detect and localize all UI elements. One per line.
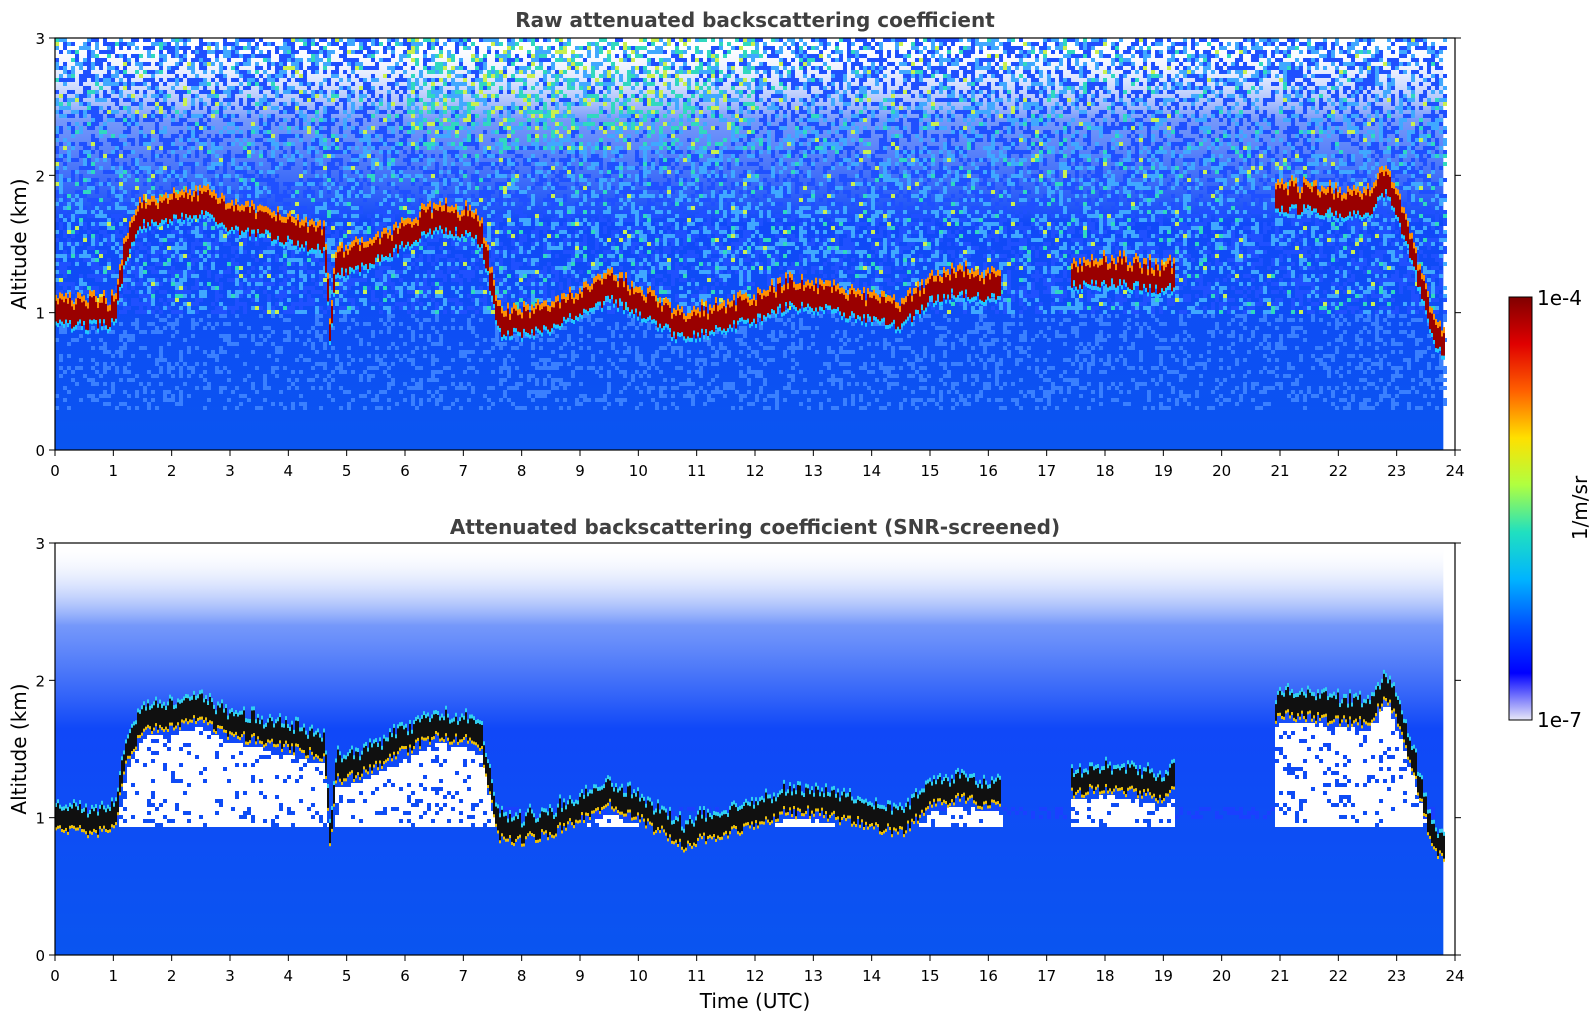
aerosol-layer bbox=[55, 543, 1444, 955]
x-tick-label: 17 bbox=[1037, 462, 1056, 480]
x-tick-label: 19 bbox=[1154, 967, 1173, 985]
x-tick-label: 2 bbox=[167, 462, 177, 480]
x-tick-label: 10 bbox=[629, 462, 648, 480]
x-tick-label: 8 bbox=[517, 967, 527, 985]
x-tick-label: 21 bbox=[1270, 462, 1289, 480]
cloud-layer bbox=[55, 165, 1445, 360]
x-tick-label: 3 bbox=[225, 967, 235, 985]
x-tick-label: 5 bbox=[342, 462, 352, 480]
raw-heatmap bbox=[55, 38, 1447, 450]
y-tick-label: 3 bbox=[35, 30, 45, 48]
x-tick-label: 23 bbox=[1387, 462, 1406, 480]
x-tick-label: 22 bbox=[1329, 967, 1348, 985]
x-tick-label: 10 bbox=[629, 967, 648, 985]
x-tick-label: 9 bbox=[575, 967, 585, 985]
x-tick-label: 16 bbox=[979, 967, 998, 985]
y-tick-label: 3 bbox=[35, 535, 45, 553]
y-tick-label: 1 bbox=[35, 305, 45, 323]
snr-y-axis-label: Altitude (km) bbox=[7, 683, 31, 814]
snr-panel: Attenuated backscattering coefficient (S… bbox=[7, 515, 1465, 1013]
screened-field bbox=[55, 707, 1435, 827]
x-tick-label: 24 bbox=[1445, 967, 1464, 985]
x-tick-label: 12 bbox=[745, 967, 764, 985]
y-tick-label: 0 bbox=[35, 947, 45, 965]
snr-heatmap bbox=[55, 543, 1445, 955]
colorbar-unit-label: 1/m/sr bbox=[1568, 475, 1592, 540]
x-tick-label: 12 bbox=[745, 462, 764, 480]
x-tick-label: 0 bbox=[50, 967, 60, 985]
x-tick-label: 11 bbox=[687, 967, 706, 985]
x-tick-label: 15 bbox=[920, 462, 939, 480]
x-tick-label: 13 bbox=[804, 462, 823, 480]
y-tick-label: 2 bbox=[35, 672, 45, 690]
y-tick-label: 0 bbox=[35, 442, 45, 460]
x-tick-label: 14 bbox=[862, 967, 881, 985]
colorbar-min-label: 1e-7 bbox=[1537, 708, 1582, 732]
x-tick-label: 4 bbox=[284, 967, 294, 985]
x-tick-label: 15 bbox=[920, 967, 939, 985]
y-tick-label: 1 bbox=[35, 810, 45, 828]
x-tick-label: 16 bbox=[979, 462, 998, 480]
snr-panel-title: Attenuated backscattering coefficient (S… bbox=[450, 515, 1060, 539]
x-tick-label: 3 bbox=[225, 462, 235, 480]
snr-x-axis: 0 1 2 3 4 5 6 7 8 9 10 11 12 13 14 15 16 17 18 19 20 21 22 23 24 bbox=[50, 955, 1465, 985]
x-tick-label: 6 bbox=[400, 967, 410, 985]
x-tick-label: 0 bbox=[50, 462, 60, 480]
x-tick-label: 18 bbox=[1095, 462, 1114, 480]
x-tick-label: 2 bbox=[167, 967, 177, 985]
raw-y-axis-label: Altitude (km) bbox=[7, 178, 31, 309]
x-tick-label: 20 bbox=[1212, 462, 1231, 480]
x-tick-label: 21 bbox=[1270, 967, 1289, 985]
x-tick-label: 7 bbox=[459, 967, 469, 985]
x-tick-label: 14 bbox=[862, 462, 881, 480]
cloud-layer bbox=[55, 669, 1445, 862]
x-tick-label: 19 bbox=[1154, 462, 1173, 480]
x-tick-label: 11 bbox=[687, 462, 706, 480]
x-tick-label: 6 bbox=[400, 462, 410, 480]
colorbar: 1e-4 1e-7 1/m/sr bbox=[1508, 286, 1592, 732]
x-tick-label: 1 bbox=[109, 967, 119, 985]
x-tick-label: 13 bbox=[804, 967, 823, 985]
raw-x-axis: 0 1 2 3 4 5 6 7 8 9 10 11 12 13 14 15 16 17 18 19 20 21 22 23 24 bbox=[50, 450, 1465, 480]
x-tick-label: 22 bbox=[1329, 462, 1348, 480]
raw-panel-title: Raw attenuated backscattering coefficien… bbox=[515, 8, 995, 32]
raw-y-axis: 0 1 2 3 bbox=[35, 30, 1461, 460]
x-tick-label: 9 bbox=[575, 462, 585, 480]
x-tick-label: 24 bbox=[1445, 462, 1464, 480]
x-tick-label: 18 bbox=[1095, 967, 1114, 985]
x-tick-label: 1 bbox=[109, 462, 119, 480]
snr-y-axis: 0 1 2 3 bbox=[35, 535, 1461, 965]
x-tick-label: 4 bbox=[284, 462, 294, 480]
colorbar-scale bbox=[1508, 296, 1533, 721]
x-tick-label: 20 bbox=[1212, 967, 1231, 985]
y-tick-label: 2 bbox=[35, 167, 45, 185]
x-tick-label: 23 bbox=[1387, 967, 1406, 985]
x-tick-label: 5 bbox=[342, 967, 352, 985]
x-tick-label: 7 bbox=[459, 462, 469, 480]
raw-panel: Raw attenuated backscattering coefficien… bbox=[7, 8, 1465, 480]
x-axis-label: Time (UTC) bbox=[699, 989, 811, 1013]
x-tick-label: 17 bbox=[1037, 967, 1056, 985]
x-tick-label: 8 bbox=[517, 462, 527, 480]
colorbar-max-label: 1e-4 bbox=[1537, 286, 1582, 310]
